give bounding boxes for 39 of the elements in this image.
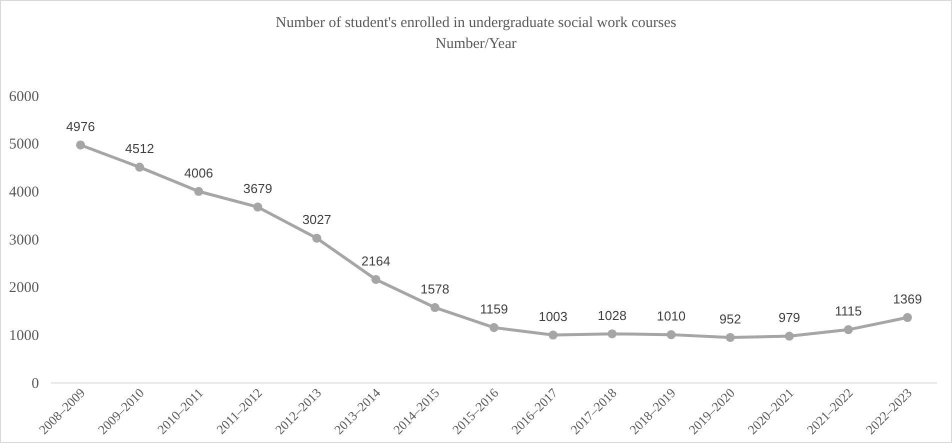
data-label: 1010 <box>656 308 686 324</box>
point <box>784 332 794 341</box>
data-label: 3679 <box>243 181 272 196</box>
point <box>902 313 912 322</box>
point <box>76 140 86 150</box>
data-label: 1369 <box>893 292 922 307</box>
y-tick-label: 3000 <box>9 232 39 248</box>
y-tick-label: 4000 <box>9 184 39 200</box>
point <box>253 202 262 212</box>
point <box>194 186 204 196</box>
point <box>312 234 322 243</box>
point <box>608 329 617 338</box>
data-label: 1115 <box>834 304 862 319</box>
point <box>666 330 676 340</box>
data-label: 1578 <box>420 282 450 297</box>
point <box>726 332 735 342</box>
point <box>489 323 499 332</box>
point <box>844 325 853 334</box>
chart-subtitle: Number/Year <box>436 36 516 52</box>
data-label: 979 <box>778 310 800 326</box>
data-label: 1003 <box>538 309 568 324</box>
point <box>430 303 440 312</box>
data-label: 952 <box>719 311 742 326</box>
data-label: 2164 <box>361 253 390 268</box>
y-tick-label: 6000 <box>9 88 39 105</box>
y-tick-label: 0 <box>32 376 39 392</box>
data-label: 1159 <box>480 302 508 317</box>
point <box>371 274 380 284</box>
data-label: 1028 <box>598 308 627 323</box>
data-label: 4976 <box>66 118 95 134</box>
point <box>548 330 558 340</box>
chart-title: Number of student's enrolled in undergraduate social work courses <box>276 15 676 31</box>
y-tick-label: 2000 <box>9 280 39 296</box>
data-label: 4006 <box>184 165 214 180</box>
point <box>135 162 144 172</box>
y-tick-label: 1000 <box>9 328 39 344</box>
data-label: 3027 <box>302 212 332 228</box>
data-label: 4512 <box>125 141 154 156</box>
y-tick-label: 5000 <box>9 136 39 153</box>
